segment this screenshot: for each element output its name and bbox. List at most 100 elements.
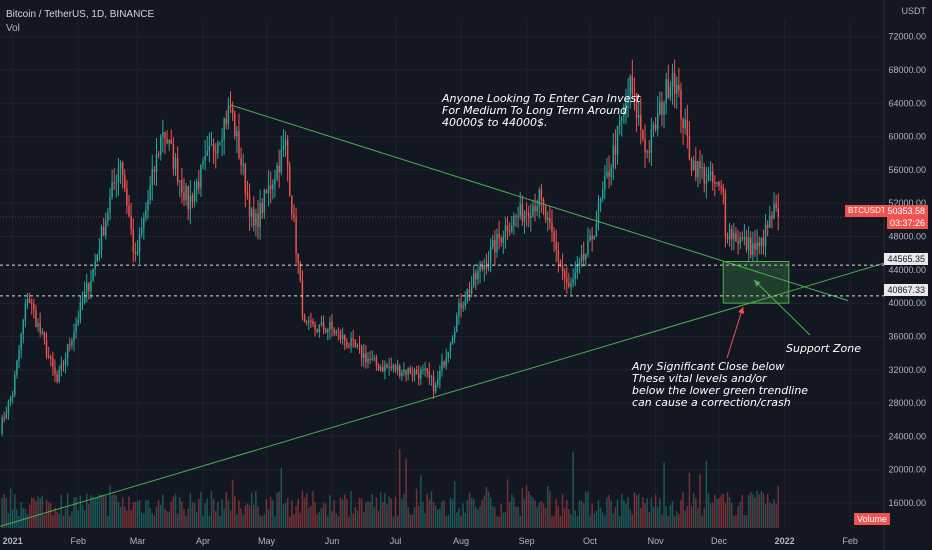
volume-bar xyxy=(187,508,189,528)
volume-bar xyxy=(633,492,636,528)
candle-body xyxy=(697,160,699,178)
volume-bar xyxy=(553,515,555,528)
volume-bar xyxy=(236,514,238,528)
candle-body xyxy=(303,315,306,323)
volume-bar xyxy=(179,497,181,528)
candle-body xyxy=(462,305,464,309)
volume-bar xyxy=(540,501,543,528)
volume-bar xyxy=(686,505,689,528)
candle-body xyxy=(75,323,77,333)
volume-bar xyxy=(274,516,276,528)
candle-body xyxy=(373,357,376,359)
candle-body xyxy=(212,144,215,152)
candle-body xyxy=(318,324,321,333)
candle-body xyxy=(699,160,701,169)
candle-body xyxy=(456,315,458,333)
volume-bar xyxy=(43,515,46,528)
candle-body xyxy=(333,328,335,334)
x-tick-label: Nov xyxy=(648,536,665,546)
candle-body xyxy=(236,130,238,137)
volume-bar xyxy=(11,509,14,528)
candle-body xyxy=(185,186,187,201)
volume-bar xyxy=(261,516,263,528)
symbol-title[interactable]: Bitcoin / TetherUS, 1D, BINANCE xyxy=(6,9,155,20)
volume-bar xyxy=(356,510,359,528)
volume-bar xyxy=(54,507,56,528)
candle-body xyxy=(26,299,29,304)
candle-body xyxy=(255,213,257,226)
candle-body xyxy=(33,303,35,311)
candle-body xyxy=(299,263,302,281)
candle-body xyxy=(597,203,600,224)
candle-body xyxy=(35,310,37,327)
volume-bar xyxy=(771,503,773,528)
volume-bar xyxy=(618,515,621,528)
volume-bar xyxy=(434,505,437,528)
volume-bar xyxy=(337,516,340,528)
candle-body xyxy=(500,238,502,243)
candle-body xyxy=(28,299,31,304)
candle-body xyxy=(265,190,268,194)
x-tick-label: Dec xyxy=(711,536,728,546)
candle-body xyxy=(52,357,54,368)
volume-bar xyxy=(22,508,25,528)
volume-bar xyxy=(314,502,316,528)
volume-bar xyxy=(597,500,600,528)
candle-body xyxy=(356,344,359,347)
volume-bar xyxy=(212,498,215,528)
candle-body xyxy=(563,271,566,278)
volume-bar xyxy=(140,512,143,528)
volume-bar xyxy=(580,500,583,528)
candle-body xyxy=(754,243,756,250)
volume-bar xyxy=(198,498,200,528)
candle-body xyxy=(534,205,536,212)
volume-bar xyxy=(656,507,659,528)
volume-bar xyxy=(538,502,541,528)
candle-body xyxy=(614,146,617,155)
candle-body xyxy=(730,229,733,239)
candle-body xyxy=(143,217,145,229)
candle-body xyxy=(305,322,308,324)
volume-bar xyxy=(100,494,103,528)
candle-body xyxy=(206,150,208,156)
volume-bar xyxy=(549,491,551,528)
volume-bar xyxy=(191,502,194,528)
volume-bar xyxy=(75,496,77,528)
volume-bar xyxy=(663,462,665,528)
support-zone-arrow-head xyxy=(754,280,761,287)
candle-body xyxy=(130,216,132,230)
volume-bar xyxy=(278,491,280,528)
volume-bar xyxy=(714,494,716,528)
candle-body xyxy=(542,199,545,207)
volume-bar xyxy=(335,513,337,528)
volume-bar xyxy=(606,497,608,528)
candle-body xyxy=(179,180,181,182)
volume-bar xyxy=(322,502,325,528)
volume-bar xyxy=(130,510,132,528)
volume-bar xyxy=(426,493,428,528)
candle-body xyxy=(308,320,310,323)
volume-bar xyxy=(291,500,293,528)
volume-bar xyxy=(341,499,344,528)
volume-bar xyxy=(650,497,653,528)
volume-bar xyxy=(113,494,115,528)
volume-bar xyxy=(623,500,625,528)
volume-bar xyxy=(730,502,733,528)
volume-bar xyxy=(7,513,10,528)
volume-bar xyxy=(310,505,312,528)
candle-body xyxy=(447,351,450,358)
volume-bar xyxy=(445,515,447,528)
volume-bar xyxy=(422,501,424,528)
volume-bar xyxy=(572,451,574,528)
volume-bar xyxy=(33,498,35,528)
volume-bar xyxy=(181,501,183,528)
candle-body xyxy=(724,192,727,237)
candle-body xyxy=(570,283,572,287)
volume-bar xyxy=(238,500,240,528)
candle-body xyxy=(90,280,92,291)
candle-body xyxy=(656,113,659,130)
candle-body xyxy=(151,169,154,186)
volume-bar xyxy=(578,500,581,528)
volume-indicator-label[interactable]: Vol xyxy=(6,23,20,34)
